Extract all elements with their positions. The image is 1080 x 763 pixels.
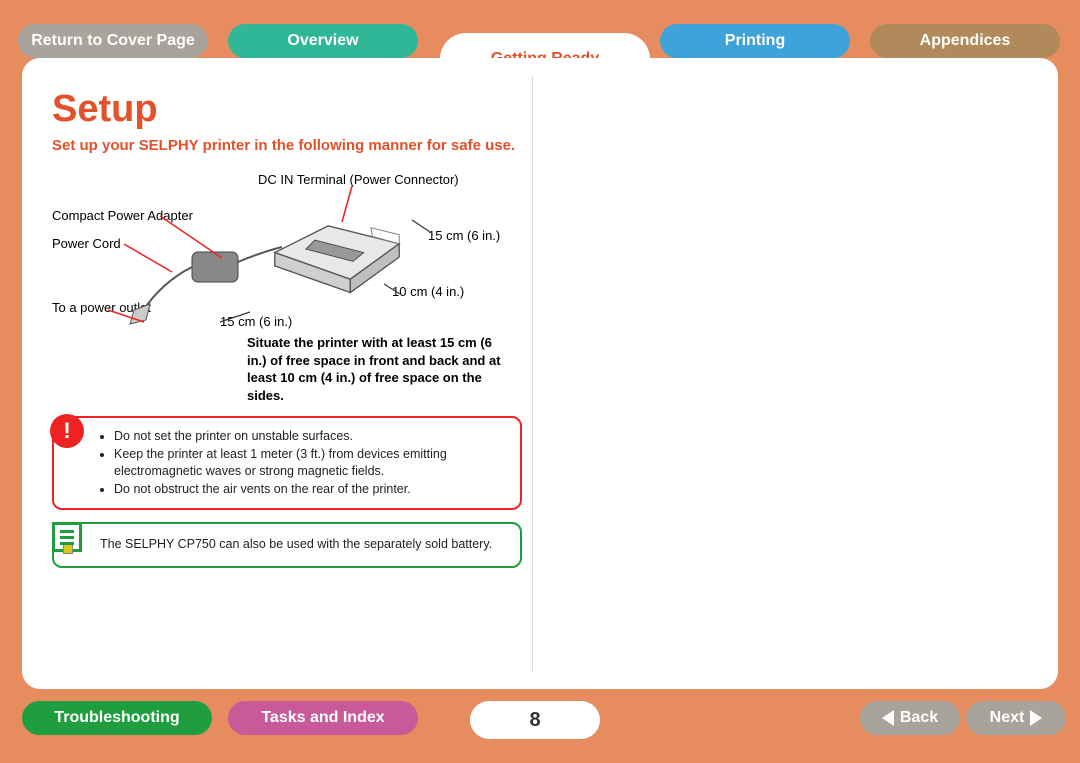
warning-icon: ! <box>50 414 84 448</box>
page-title: Setup <box>52 88 522 131</box>
diagram-caption: Situate the printer with at least 15 cm … <box>247 334 507 404</box>
note-callout: The SELPHY CP750 can also be used with t… <box>52 522 522 568</box>
next-label: Next <box>990 709 1025 727</box>
page-body: Setup Set up your SELPHY printer in the … <box>22 58 1058 689</box>
setup-diagram: DC IN Terminal (Power Connector) Compact… <box>52 172 512 402</box>
nav-overview-button[interactable]: Overview <box>228 24 418 58</box>
nav-cover-button[interactable]: Return to Cover Page <box>18 24 208 58</box>
nav-appendices-button[interactable]: Appendices <box>870 24 1060 58</box>
bottom-nav: Troubleshooting Tasks and Index 8 Back N… <box>0 701 1080 745</box>
warning-callout: ! Do not set the printer on unstable sur… <box>52 416 522 510</box>
nav-printing-button[interactable]: Printing <box>660 24 850 58</box>
note-icon <box>50 520 84 554</box>
warning-item: Do not set the printer on unstable surfa… <box>114 428 508 446</box>
callout-lines <box>52 172 512 352</box>
page-number: 8 <box>470 701 600 739</box>
back-label: Back <box>900 709 938 727</box>
column-divider <box>532 76 533 671</box>
left-column: Setup Set up your SELPHY printer in the … <box>52 88 522 568</box>
arrow-left-icon <box>882 710 894 726</box>
next-button[interactable]: Next <box>966 701 1066 735</box>
top-nav: Return to Cover Page Overview Getting Re… <box>0 21 1080 61</box>
arrow-right-icon <box>1030 710 1042 726</box>
page-subtitle: Set up your SELPHY printer in the follow… <box>52 137 522 154</box>
back-button[interactable]: Back <box>860 701 960 735</box>
troubleshooting-button[interactable]: Troubleshooting <box>22 701 212 735</box>
note-text: The SELPHY CP750 can also be used with t… <box>100 536 508 554</box>
tasks-index-button[interactable]: Tasks and Index <box>228 701 418 735</box>
warning-item: Do not obstruct the air vents on the rea… <box>114 481 508 499</box>
warning-item: Keep the printer at least 1 meter (3 ft.… <box>114 446 508 481</box>
